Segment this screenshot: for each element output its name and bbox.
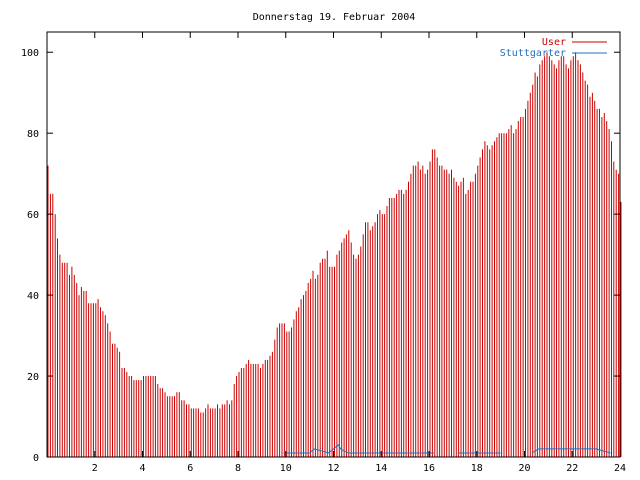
- x-tick-label: 2: [92, 463, 98, 474]
- x-tick-label: 16: [423, 463, 435, 474]
- y-tick-label: 80: [27, 129, 39, 140]
- x-tick-label: 14: [375, 463, 387, 474]
- stuttgarter-line-segment: [283, 444, 434, 454]
- y-axis-ticks: 0 20 40 60 80 100: [21, 48, 620, 464]
- x-tick-label: 22: [566, 463, 578, 474]
- legend-stuttgarter-label: Stuttgarter: [500, 48, 566, 59]
- stuttgarter-series-line: [283, 444, 611, 454]
- x-tick-label: 12: [327, 463, 339, 474]
- y-tick-label: 40: [27, 291, 39, 302]
- x-tick-label: 8: [235, 463, 241, 474]
- y-tick-label: 100: [21, 48, 39, 59]
- x-tick-label: 24: [614, 463, 626, 474]
- stuttgarter-line-segment: [531, 448, 611, 454]
- y-tick-label: 20: [27, 372, 39, 383]
- legend-user-label: User: [542, 37, 566, 48]
- x-tick-label: 20: [518, 463, 530, 474]
- y-tick-label: 60: [27, 210, 39, 221]
- x-tick-label: 4: [139, 463, 145, 474]
- x-tick-label: 10: [280, 463, 292, 474]
- chart-title: Donnerstag 19. Februar 2004: [253, 12, 416, 23]
- plot-frame: [46, 31, 621, 458]
- x-axis-ticks: 2 4 6 8 10 12 14 16 18 20 22 24: [92, 32, 626, 474]
- x-tick-label: 6: [187, 463, 193, 474]
- x-tick-label: 18: [471, 463, 483, 474]
- user-series-bars: [47, 52, 622, 457]
- legend: User Stuttgarter: [500, 37, 607, 59]
- y-tick-label: 0: [33, 453, 39, 464]
